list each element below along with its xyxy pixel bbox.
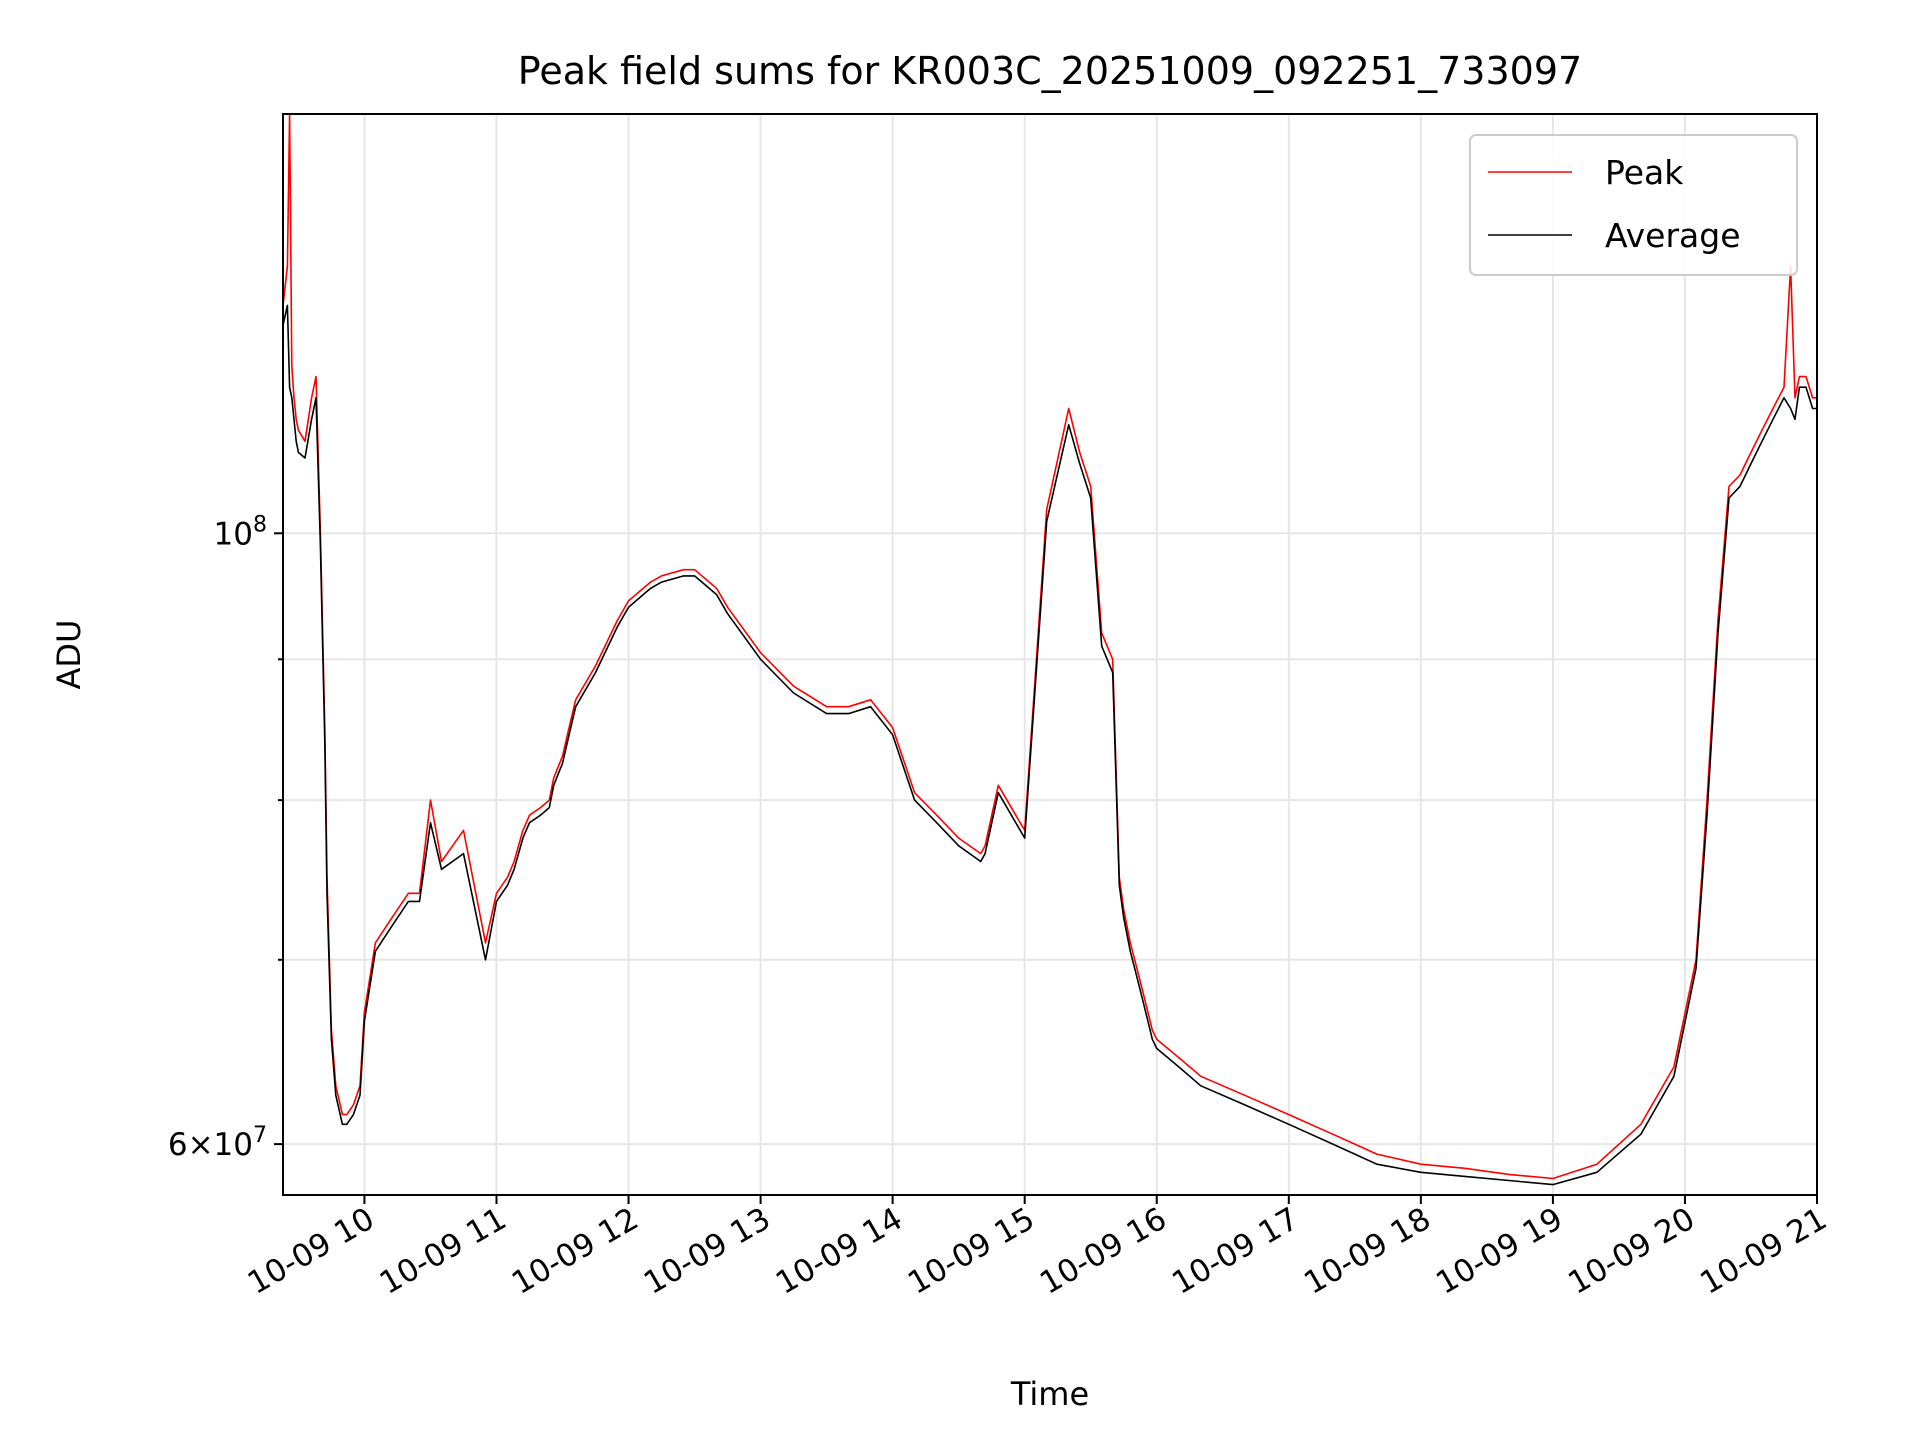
series-lines	[283, 114, 1817, 1186]
x-axis-label: Time	[1010, 1375, 1089, 1413]
y-tick-mantissa: 6	[168, 1127, 188, 1163]
legend-entry-average: Average	[1605, 216, 1741, 255]
y-tick-base: 10	[214, 1127, 253, 1163]
legend-entry-peak: Peak	[1605, 153, 1684, 192]
y-tick-exponent: 7	[253, 1123, 267, 1148]
legend-box	[1469, 134, 1798, 276]
series-line-peak	[283, 114, 1817, 1180]
y-tick-exponent: 8	[253, 512, 267, 537]
plot-frame	[282, 113, 1818, 1196]
legend: Peak Average	[1469, 134, 1798, 276]
y-tick-times: ×	[188, 1127, 214, 1163]
chart-title: Peak field sums for KR003C_20251009_0922…	[518, 49, 1582, 93]
y-tick-label: 108	[214, 512, 267, 552]
y-axis-label: ADU	[50, 620, 88, 690]
y-tick-label: 6×107	[168, 1123, 267, 1163]
series-line-average	[283, 304, 1817, 1186]
y-tick-base: 10	[214, 516, 253, 552]
